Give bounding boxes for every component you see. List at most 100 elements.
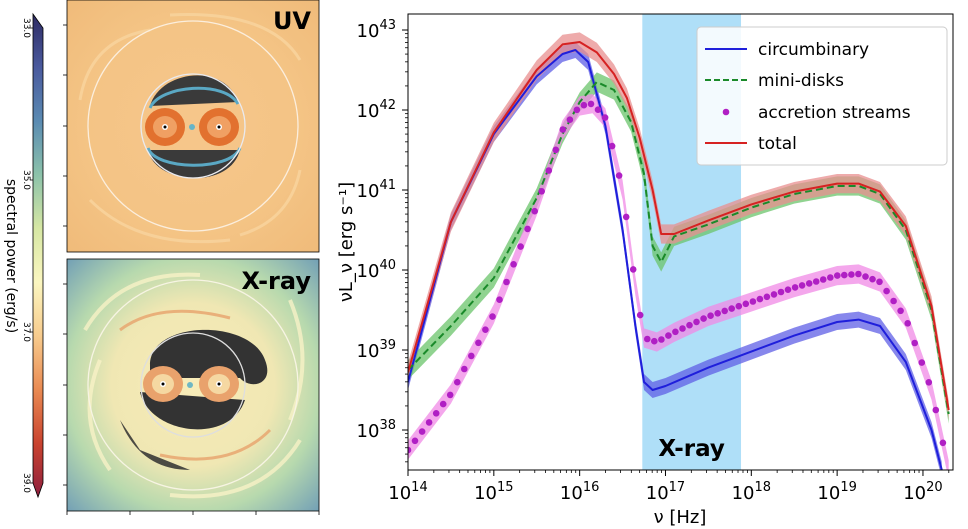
series-point [939, 439, 947, 447]
series-point [672, 328, 679, 336]
series-point [636, 311, 644, 319]
xray-band-label: X-ray [658, 436, 725, 462]
series-accretion-streams [408, 100, 947, 454]
series-point [644, 335, 651, 343]
uv-image [67, 0, 319, 252]
xray-panel: X-ray [63, 258, 320, 515]
series-point [461, 365, 468, 373]
series-point [932, 406, 940, 414]
series-point [432, 410, 440, 417]
series-point [658, 336, 665, 343]
series-point [904, 320, 911, 327]
series-point [883, 287, 890, 295]
series-point [475, 339, 482, 347]
series-point [749, 298, 757, 305]
colorbar-tick-0: 33.0 [21, 18, 31, 38]
x-tick-label: 1015 [474, 480, 513, 504]
series-point [573, 106, 581, 114]
series-point [714, 310, 721, 317]
xray-panel-label: X-ray [242, 267, 312, 295]
y-tick-label: 1042 [357, 98, 396, 122]
series-point [869, 275, 876, 283]
series-point [524, 225, 531, 233]
colorbar-body [32, 12, 44, 499]
y-tick-label: 1039 [357, 338, 396, 362]
series-point [918, 359, 926, 366]
series-point [510, 261, 517, 268]
series-circumbinary [408, 49, 943, 470]
legend-swatch-accretion-streams [722, 108, 730, 116]
series-band-total [408, 32, 949, 420]
series-point [629, 266, 637, 273]
colorbar: 33.0 35.0 37.0 39.0 spectral power (erg/… [3, 12, 44, 499]
series-point [418, 428, 426, 435]
series-point [622, 213, 630, 221]
series-point [601, 114, 609, 121]
series-point [517, 243, 524, 250]
xray-panel-ticks [63, 283, 320, 515]
series-point [489, 313, 496, 320]
series-point [805, 280, 813, 287]
legend-label-circumbinary: circumbinary [758, 40, 869, 60]
series-point [594, 106, 602, 113]
colorbar-tick-marks [30, 27, 33, 484]
colorbar-tick-3: 39.0 [21, 473, 31, 493]
series-point [876, 278, 883, 286]
series-point [700, 315, 707, 322]
x-tick-label: 1016 [560, 480, 599, 504]
series-point [559, 126, 567, 133]
legend-label-accretion-streams: accretion streams [758, 103, 911, 123]
series-point [446, 391, 454, 399]
x-tick-label: 1014 [388, 480, 427, 504]
series-point [707, 312, 714, 320]
series-point [862, 273, 869, 280]
series-point [496, 296, 503, 304]
series-point [756, 295, 764, 303]
y-tick-label: 1040 [357, 258, 396, 282]
series-point [911, 339, 918, 347]
y-tick-label: 1041 [357, 178, 396, 202]
series-point [468, 352, 475, 360]
sed-plot: X-ray 1014 1015 1016 1017 1018 1019 1020103810… [336, 13, 954, 528]
series-point [665, 332, 672, 339]
series-point [925, 379, 933, 386]
y-axis-label: νL_ν [erg s⁻¹] [336, 182, 357, 302]
series-point [798, 282, 806, 289]
series-point [439, 400, 447, 408]
y-tick-label: 1043 [357, 18, 396, 42]
x-tick-label: 1019 [817, 480, 856, 504]
series-point [848, 271, 855, 278]
series-point [897, 307, 904, 315]
uv-panel-ticks [63, 24, 67, 227]
series-layer [408, 32, 950, 470]
series-point [742, 300, 750, 308]
x-axis-label: ν [Hz] [654, 507, 707, 528]
legend-label-total: total [758, 134, 797, 154]
legend: circumbinary mini-disks accretion stream… [696, 26, 948, 166]
plot-frame [407, 13, 954, 471]
legend-label-mini-disks: mini-disks [758, 71, 844, 91]
series-point [425, 419, 433, 426]
series-point [693, 318, 700, 326]
series-point [454, 378, 461, 386]
colorbar-tick-1: 35.0 [21, 170, 31, 190]
x-tick-label: 1020 [903, 480, 942, 504]
uv-panel-label: UV [273, 7, 311, 35]
series-point [615, 172, 623, 179]
series-point [531, 207, 538, 215]
series-point [827, 274, 834, 281]
series-point [686, 321, 693, 329]
series-point [566, 116, 574, 123]
uv-panel: UV [63, 0, 320, 253]
series-point [841, 271, 848, 279]
series-point [651, 337, 658, 345]
legend-box [696, 26, 948, 166]
series-total [408, 41, 950, 411]
series-point [503, 278, 510, 286]
axis-layer: 1014 1015 1016 1017 1018 1019 1020 1038 1039 1040… [357, 18, 950, 504]
series-point [721, 307, 728, 315]
xray-image [67, 259, 319, 511]
series-point [784, 286, 792, 294]
series-point [770, 291, 778, 298]
y-tick-label: 1038 [357, 418, 396, 442]
